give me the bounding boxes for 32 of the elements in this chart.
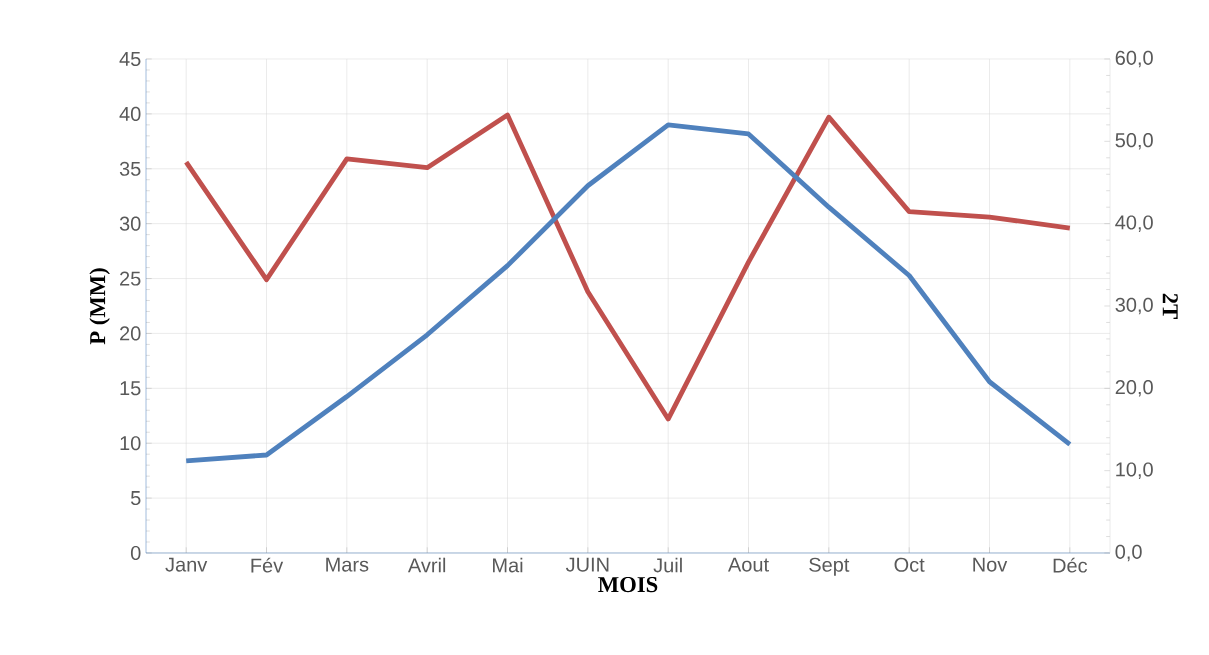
y2-tick-label: 0,0 [1115,544,1142,562]
y-tick-label: 25 [120,271,141,286]
x-tick-label: Janv [165,557,208,572]
x-tick-label: Fév [251,557,284,573]
y-tick-label: 40 [119,106,141,121]
x-tick-label: Nov [973,557,1008,572]
x-tick-label: Oct [894,557,925,572]
x-tick-label: Juil [653,557,682,573]
y2-tick-label: 60,0 [1115,50,1153,68]
y-tick-label: 45 [119,52,141,66]
y2-axis-title: 2T [1162,293,1178,319]
y2-tick-label: 20,0 [1115,380,1153,397]
y2-tick-label: 30,0 [1115,297,1153,315]
y-tick-label: 5 [130,491,141,506]
y-tick-label: 20 [120,326,141,341]
y-tick-label: 35 [119,161,141,176]
y2-tick-label: 40,0 [1115,215,1153,232]
x-tick-label: Déc [1053,557,1088,573]
y-tick-label: 10 [120,436,141,451]
y-tick-label: 15 [120,381,141,396]
y2-tick-label: 50,0 [1115,133,1153,150]
x-tick-label: Mars [326,557,369,572]
x-tick-label: Avril [407,557,446,573]
y-tick-label: 30 [119,216,141,231]
x-tick-label: JUIN [565,557,609,572]
x-tick-label: Sept [809,557,850,576]
y-tick-label: 0 [130,545,141,561]
x-tick-label: Mai [493,557,523,573]
x-tick-label: Aout [727,557,769,572]
x-axis-title: MOIS [598,576,658,593]
y-axis-title: P (MM) [89,268,110,345]
y2-tick-label: 10,0 [1116,462,1153,479]
